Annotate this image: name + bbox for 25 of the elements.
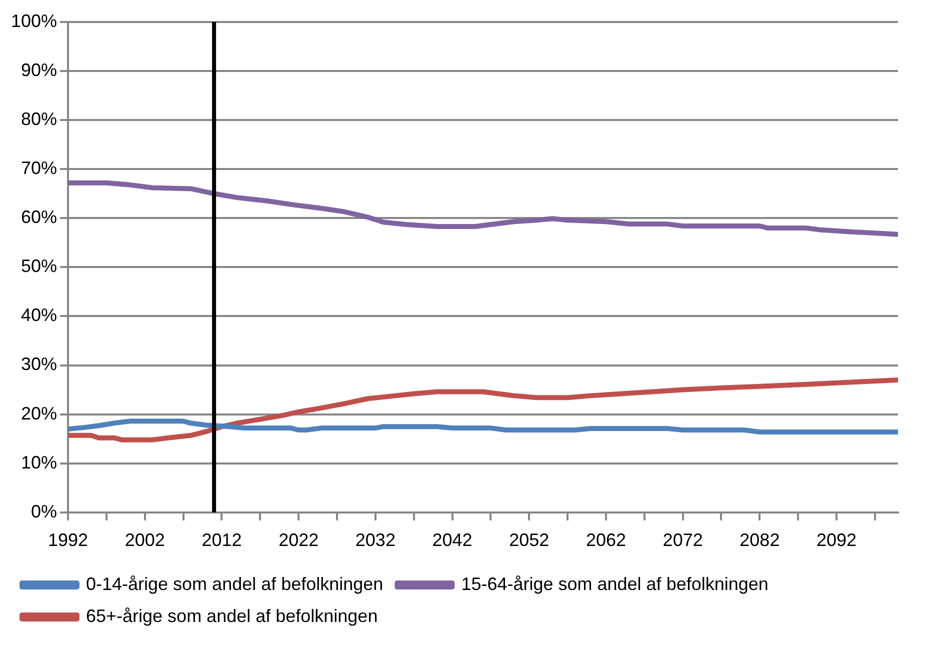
x-tick-label: 2042 [432, 530, 472, 550]
y-tick-label: 30% [21, 354, 58, 374]
x-tick-label: 2052 [509, 530, 550, 550]
y-tick-label: 60% [21, 207, 58, 228]
x-tick-label: 2082 [740, 530, 780, 550]
x-tick-label: 2012 [202, 530, 242, 550]
y-tick-label: 40% [21, 305, 58, 326]
x-tick-label: 2092 [816, 530, 857, 550]
legend-label: 65+-årige som andel af befolkningen [86, 606, 378, 626]
y-tick-label: 100% [10, 10, 58, 31]
x-tick-label: 2032 [355, 530, 396, 550]
y-tick-label: 50% [21, 256, 58, 276]
y-tick-label: 90% [21, 60, 58, 80]
x-tick-label: 1992 [48, 530, 88, 550]
y-tick-label: 70% [21, 158, 58, 178]
legend-label: 0-14-årige som andel af befolkningen [86, 574, 384, 594]
x-tick-label: 2072 [662, 530, 703, 550]
y-tick-label: 20% [21, 403, 58, 424]
x-tick-label: 2002 [124, 530, 165, 550]
y-tick-label: 80% [21, 109, 58, 130]
y-tick-label: 10% [21, 452, 58, 472]
x-tick-label: 2022 [278, 530, 319, 550]
x-tick-label: 2062 [586, 530, 626, 550]
y-tick-label: 0% [31, 501, 58, 522]
legend-label: 15-64-årige som andel af befolkningen [461, 574, 768, 594]
